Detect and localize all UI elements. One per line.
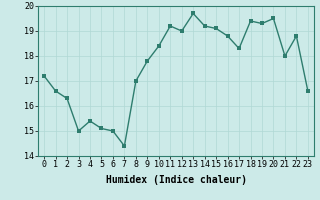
X-axis label: Humidex (Indice chaleur): Humidex (Indice chaleur) bbox=[106, 175, 246, 185]
